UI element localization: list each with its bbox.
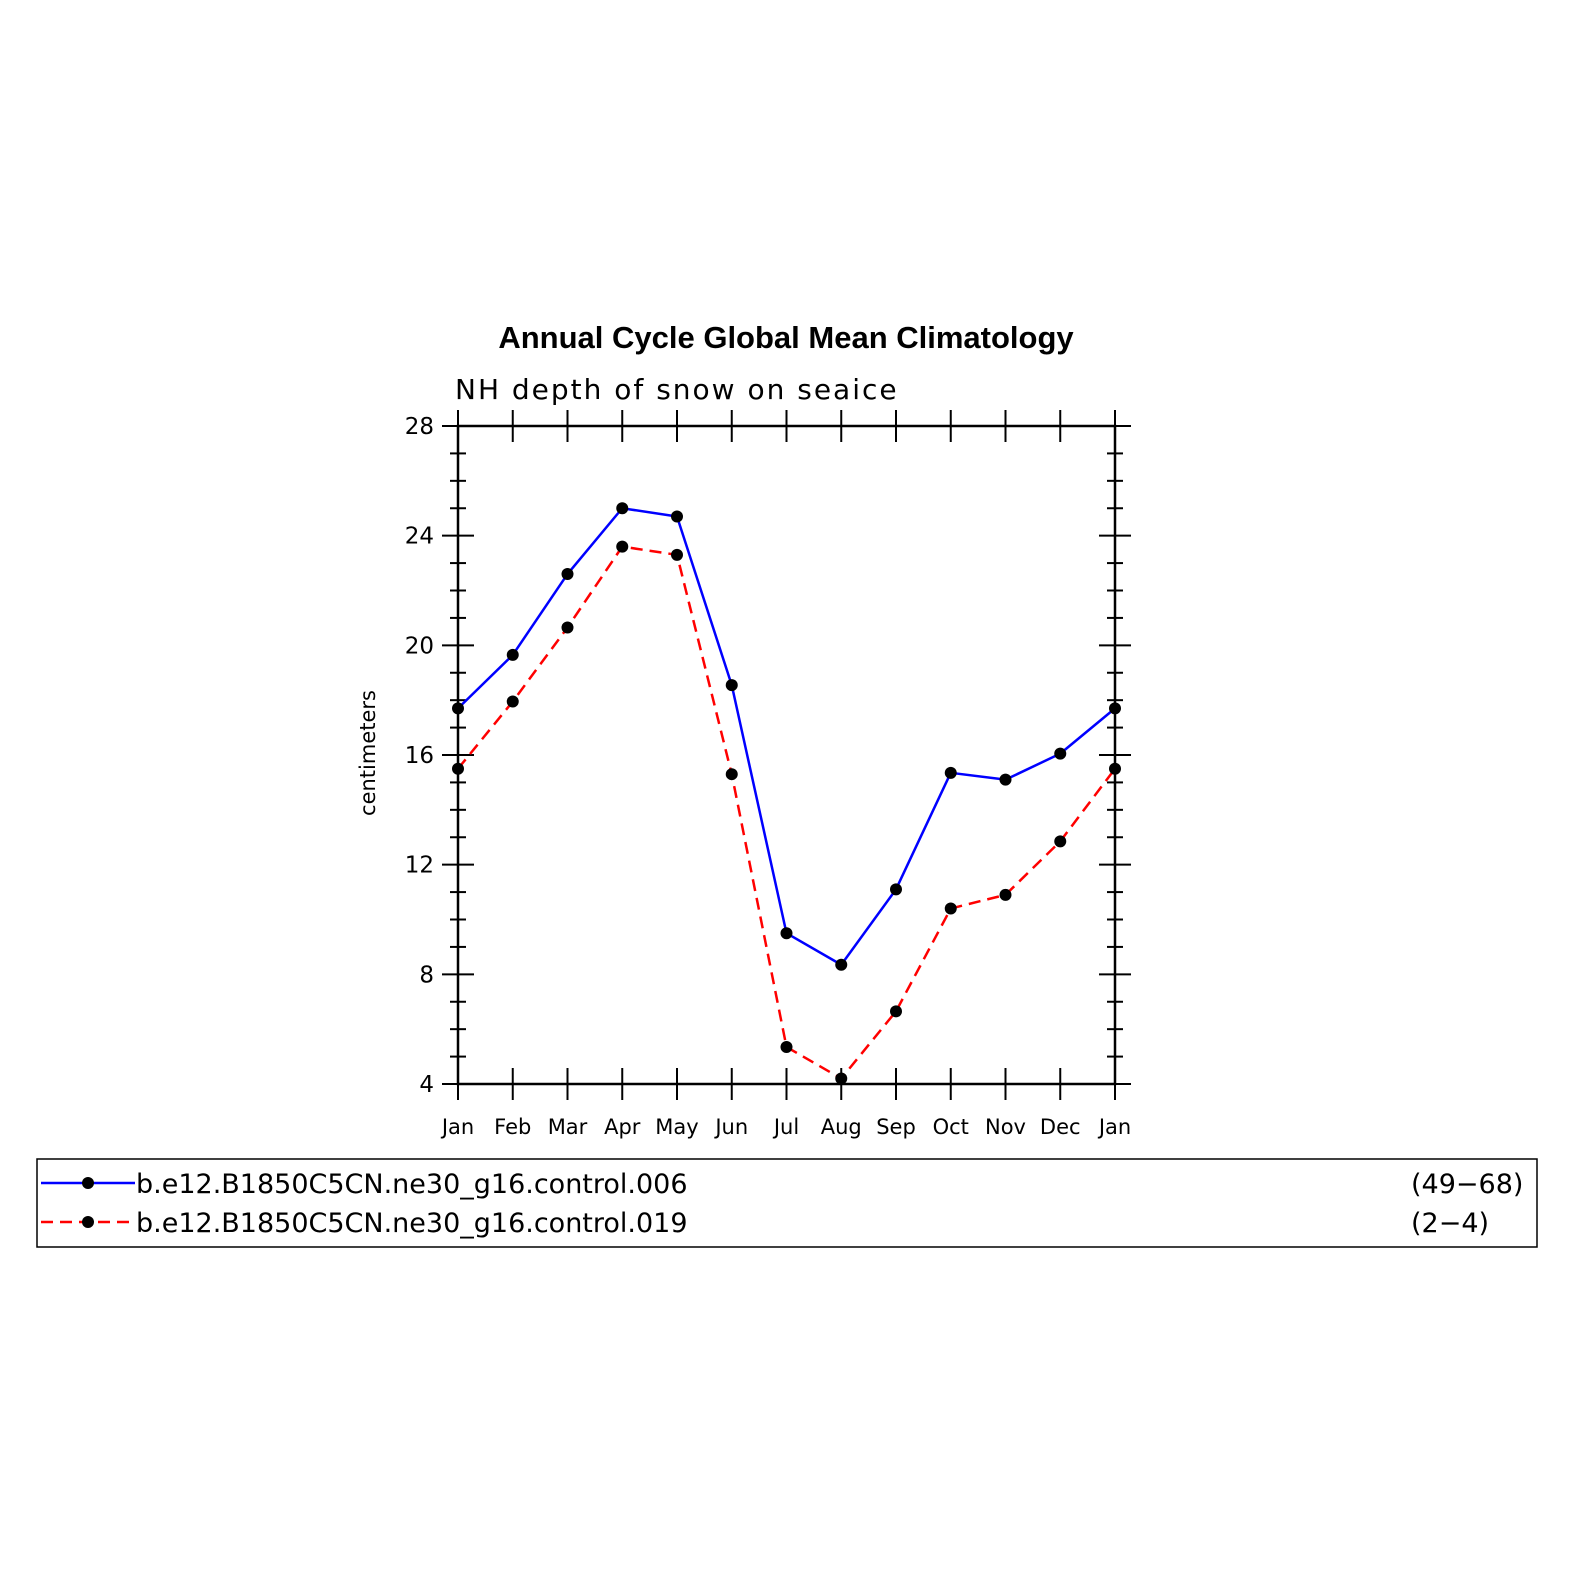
x-tick-label: Dec [1040,1115,1081,1139]
y-tick-label: 20 [405,633,434,659]
data-point-1 [780,927,793,940]
legend-years-1: (49−68) [1411,1169,1523,1200]
y-tick-label: 28 [405,414,434,440]
data-point-1 [944,766,957,779]
data-point-2 [1054,835,1067,848]
x-tick-label: Oct [933,1115,969,1139]
data-point-2 [1109,762,1121,775]
data-point-1 [671,510,683,523]
y-tick-label: 16 [405,743,434,769]
x-tick-label: Jan [440,1115,474,1139]
legend: b.e12.B1850C5CN.ne30_g16.control.006 (49−… [41,1169,1523,1239]
data-point-2 [999,888,1012,901]
data-point-1 [1054,747,1067,760]
y-axis-label: centimeters [356,690,380,816]
legend-label-1: b.e12.B1850C5CN.ne30_g16.control.006 [136,1169,688,1200]
data-point-1 [452,702,464,715]
data-point-2 [725,768,738,781]
data-point-2 [561,621,574,634]
data-point-2 [890,1005,902,1018]
series-line-2 [457,545,1116,1080]
y-tick-label: 8 [419,962,434,988]
data-point-2 [506,695,519,708]
y-tick-label: 24 [405,524,434,550]
legend-years-2: (2−4) [1411,1208,1489,1239]
data-point-1 [725,679,738,692]
data-point-2 [452,762,464,775]
series-layer [452,502,1121,1085]
x-tick-label: May [655,1115,698,1139]
data-point-1 [616,502,629,515]
legend-label-2: b.e12.B1850C5CN.ne30_g16.control.019 [136,1208,688,1239]
x-tick-label: Aug [821,1115,862,1139]
y-tick-label: 12 [405,853,434,879]
data-point-1 [890,883,902,896]
legend-marker-1 [82,1177,94,1189]
plot-frame [456,424,1117,1086]
data-point-1 [999,773,1012,786]
x-tick-label: Jun [713,1115,748,1139]
x-tick-label: Apr [604,1115,641,1139]
data-point-1 [1109,702,1121,715]
y-tick-label: 4 [419,1072,434,1098]
legend-box [36,1158,1538,1248]
axes: 4 8 12 16 20 24 28 Jan Feb Mar Apr May Jun Jul Aug Sep O… [405,410,1131,1139]
series-line-1 [457,507,1116,966]
legend-marker-2 [82,1216,94,1228]
data-point-2 [780,1040,793,1053]
x-tick-label: Mar [548,1115,588,1139]
data-point-2 [944,902,957,915]
data-point-2 [835,1072,848,1085]
data-point-1 [835,958,848,971]
data-point-1 [561,568,574,581]
data-point-2 [616,540,629,553]
chart-title: Annual Cycle Global Mean Climatology [498,320,1074,355]
x-tick-label: Nov [985,1115,1026,1139]
data-point-1 [506,648,519,661]
x-tick-label: Feb [494,1115,531,1139]
x-tick-label: Jul [772,1115,799,1139]
chart-subtitle: NH depth of snow on seaice [455,373,899,406]
data-point-2 [671,548,683,561]
x-tick-label: Sep [876,1115,916,1139]
x-tick-label: Jan [1097,1115,1131,1139]
